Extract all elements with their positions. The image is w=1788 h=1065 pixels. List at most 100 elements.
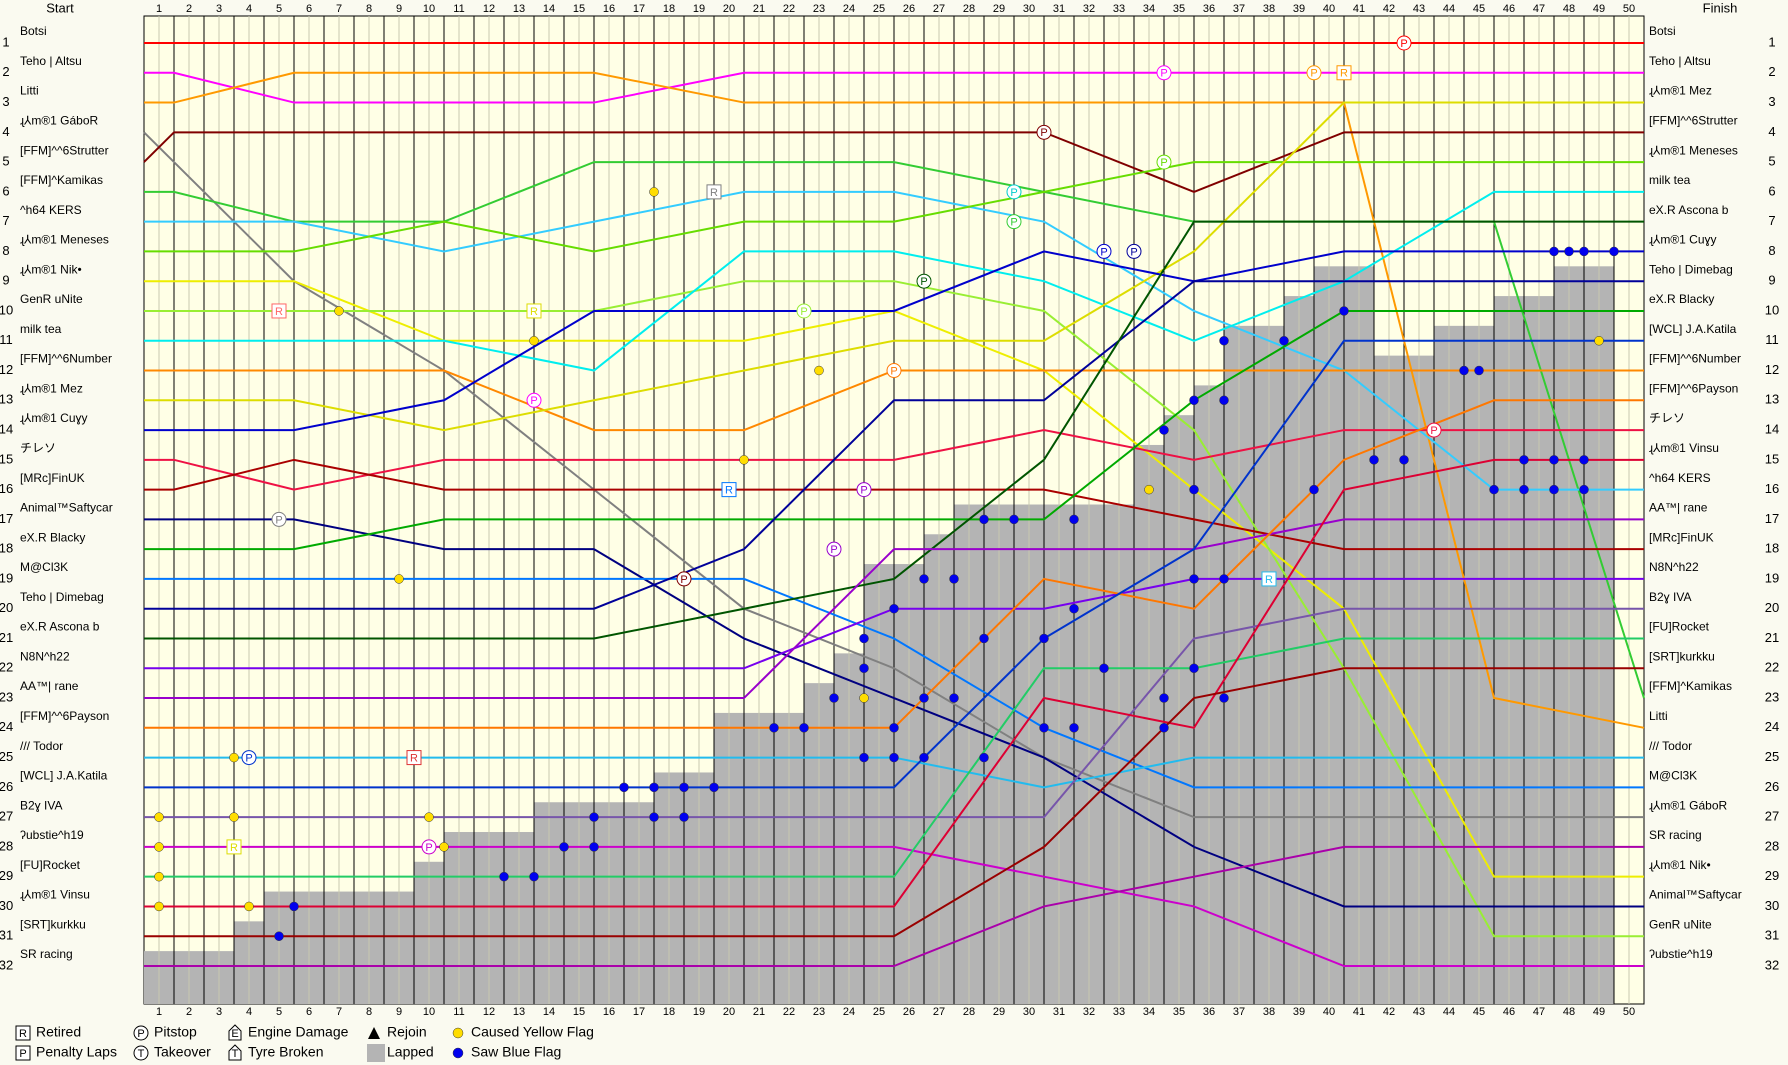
event-label: P <box>425 842 432 854</box>
lap-label-top: 7 <box>336 3 342 15</box>
legend-label: Tyre Broken <box>248 1044 323 1060</box>
flag-dot <box>244 901 254 912</box>
flag-dot <box>979 514 989 525</box>
finish-name: ɻ⅄m®1 Mez <box>1649 84 1712 98</box>
flag-dot <box>589 842 599 852</box>
event-shape <box>1336 65 1352 81</box>
flag-dot <box>439 842 449 852</box>
lap-label-bottom: 44 <box>1443 1006 1455 1018</box>
position-right: 12 <box>1765 362 1779 377</box>
position-right: 29 <box>1765 868 1779 883</box>
event-shape <box>406 750 422 766</box>
flag-dot <box>799 723 809 733</box>
flag-dot <box>1189 395 1199 406</box>
lap-label-top: 41 <box>1353 3 1365 15</box>
flag-dot <box>334 306 344 316</box>
flag-dot <box>1009 514 1019 525</box>
finish-name: Teho | Dimebag <box>1649 262 1733 276</box>
lap-label-top: 21 <box>753 3 765 15</box>
start-name: GenR uNite <box>20 292 83 306</box>
lap-label-top: 40 <box>1323 3 1335 15</box>
position-right: 1 <box>1768 34 1775 49</box>
lap-label-bottom: 9 <box>396 1006 402 1018</box>
event-marker: P <box>241 750 257 766</box>
finish-name: eX.R Blacky <box>1649 292 1714 306</box>
position-left: 17 <box>0 511 13 526</box>
lap-label-bottom: 49 <box>1593 1006 1605 1018</box>
legend-label: Engine Damage <box>248 1024 349 1040</box>
position-left: 12 <box>0 362 13 377</box>
driver-line <box>144 101 1644 432</box>
start-name: ʔubstie^h19 <box>20 828 84 842</box>
event-label: R <box>710 187 718 199</box>
event-label: R <box>1265 574 1273 586</box>
position-left: 27 <box>0 809 13 824</box>
event-shape <box>226 839 242 855</box>
position-left: 14 <box>0 422 13 437</box>
event-shape <box>1426 422 1442 438</box>
start-name: ɻ⅄m®1 Vinsu <box>20 888 90 902</box>
position-left: 26 <box>0 779 13 794</box>
event-shape <box>1036 124 1052 140</box>
flag-dot <box>1069 603 1079 614</box>
flag-dot <box>1069 723 1079 733</box>
flag-dot <box>919 693 929 703</box>
finish-name: ɻ⅄m®1 GáboR <box>1649 798 1728 812</box>
position-left: 2 <box>2 64 9 79</box>
lap-label-top: 1 <box>156 3 162 15</box>
start-name: milk tea <box>20 322 62 336</box>
driver-line <box>144 756 1644 789</box>
flag-dot <box>979 752 989 763</box>
flag-dot <box>1339 306 1349 316</box>
event-label: P <box>1100 246 1107 258</box>
legend-symbol-text: E <box>231 1028 238 1040</box>
lap-label-top: 34 <box>1143 3 1155 15</box>
finish-name: ɻ⅄m®1 Nik• <box>1649 858 1711 872</box>
driver-line <box>144 458 1644 908</box>
legend-label: Lapped <box>387 1044 434 1060</box>
flag-dot <box>1519 484 1529 495</box>
lap-label-bottom: 16 <box>603 1006 615 1018</box>
event-label: R <box>725 485 733 497</box>
flag-dot <box>1279 335 1289 346</box>
event-marker: P <box>526 392 542 408</box>
flag-dot <box>814 365 824 376</box>
lap-label-top: 15 <box>573 3 585 15</box>
event-marker: R <box>706 184 722 200</box>
position-right: 27 <box>1765 809 1779 824</box>
event-marker: P <box>826 541 842 557</box>
lap-label-bottom: 24 <box>843 1006 855 1018</box>
lap-label-bottom: 28 <box>963 1006 975 1018</box>
finish-name: SR racing <box>1649 828 1702 842</box>
finish-name: ^h64 KERS <box>1649 471 1711 485</box>
start-name: [SRT]kurkku <box>20 917 86 931</box>
lap-label-top: 48 <box>1563 3 1575 15</box>
driver-line <box>144 190 1644 372</box>
position-left: 25 <box>0 749 13 764</box>
driver-line <box>144 161 1644 253</box>
lap-label-bottom: 15 <box>573 1006 585 1018</box>
lap-label-bottom: 36 <box>1203 1006 1215 1018</box>
event-label: P <box>530 395 537 407</box>
event-label: P <box>860 485 867 497</box>
finish-name: ɻ⅄m®1 Meneses <box>1649 143 1738 157</box>
event-label: P <box>1130 246 1137 258</box>
flag-dot <box>1519 455 1529 465</box>
driver-line <box>144 71 1644 104</box>
event-marker: P <box>1396 35 1412 51</box>
event-marker: P <box>1006 184 1022 200</box>
legend-symbol <box>452 1027 464 1039</box>
legend-symbol-text: R <box>19 1028 27 1040</box>
lap-label-bottom: 5 <box>276 1006 282 1018</box>
event-label: R <box>410 752 418 764</box>
lap-label-top: 17 <box>633 3 645 15</box>
flag-dot <box>1219 693 1229 703</box>
position-left: 19 <box>0 570 13 585</box>
lap-label-top: 37 <box>1233 3 1245 15</box>
flag-dot <box>1159 723 1169 733</box>
event-shape <box>1396 35 1412 51</box>
flag-dot <box>529 335 539 346</box>
event-shape <box>1006 214 1022 230</box>
